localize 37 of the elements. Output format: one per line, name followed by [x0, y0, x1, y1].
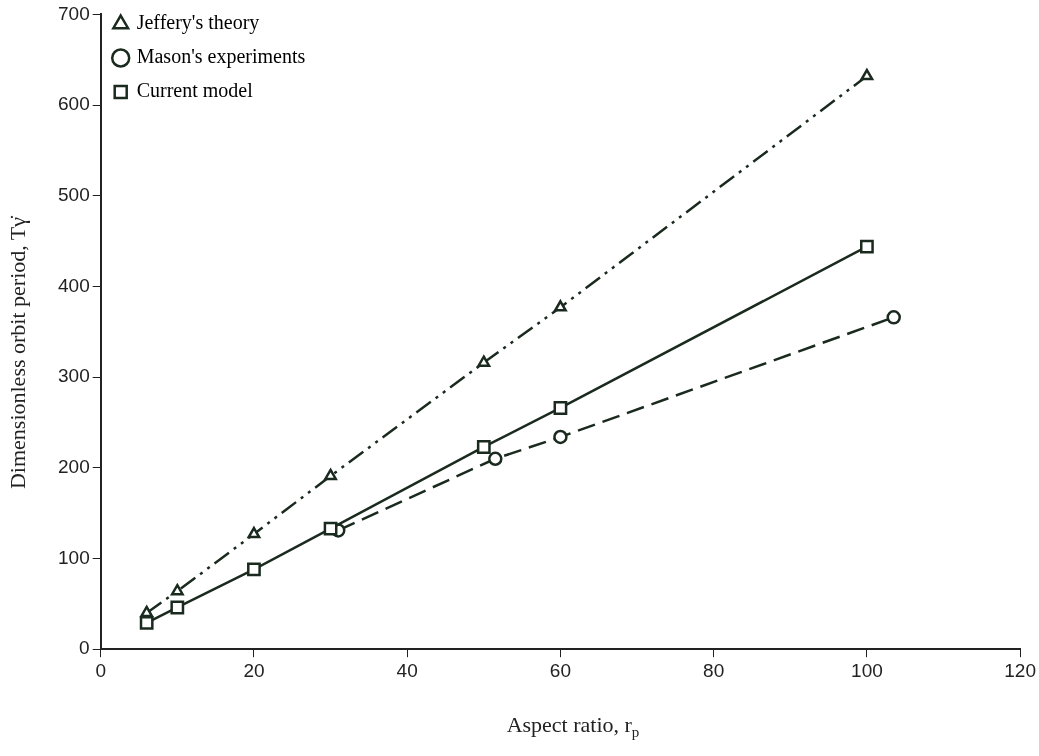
x-tick-label: 0 [95, 659, 106, 681]
point [324, 468, 338, 481]
point [488, 451, 503, 467]
y-tick-label: 0 [79, 637, 90, 659]
y-tick-label: 100 [58, 546, 90, 568]
y-tick-label: 500 [58, 184, 90, 206]
point [323, 521, 338, 536]
point [553, 401, 568, 415]
x-tick-label: 60 [549, 659, 571, 681]
point [170, 583, 184, 596]
point [886, 310, 901, 325]
legend-label: Current model [136, 79, 254, 102]
x-axis-title: Aspect ratio, r$_{p}$ [505, 712, 641, 742]
point [247, 562, 261, 577]
x-tick-label: 120 [1004, 659, 1036, 681]
x-tick-label: 40 [396, 659, 418, 681]
x-tick-label: 100 [851, 659, 883, 681]
point [553, 429, 568, 445]
y-tick-label: 600 [58, 93, 90, 115]
y-axis-title: Dimensionless orbit period, Tγ̇ [5, 215, 31, 492]
y-tick-label: 700 [58, 2, 90, 24]
legend-label: Jeffery's theory [136, 11, 260, 35]
point [860, 239, 874, 254]
legend-label: Mason's experiments [136, 45, 306, 69]
point [860, 68, 874, 81]
point [170, 600, 185, 615]
y-tick-label: 300 [58, 365, 90, 387]
point [247, 526, 261, 539]
y-tick-label: 200 [58, 456, 90, 478]
point [139, 615, 154, 630]
x-tick-label: 20 [243, 659, 265, 681]
point [553, 300, 567, 312]
x-tick-label: 80 [703, 659, 725, 681]
y-tick-label: 400 [58, 274, 90, 296]
point [140, 605, 154, 618]
point [477, 355, 491, 367]
point [476, 440, 491, 454]
